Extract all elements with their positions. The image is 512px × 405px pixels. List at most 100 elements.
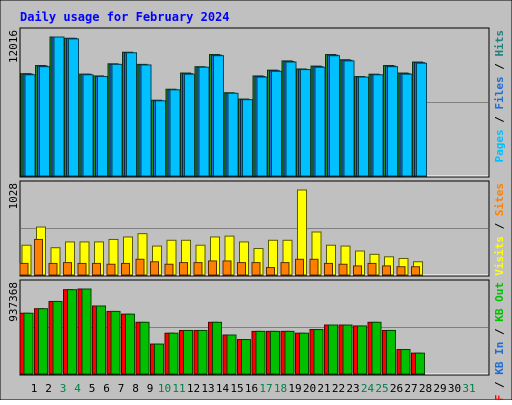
bar-kb-out-day-5 bbox=[81, 288, 92, 375]
legend-part-2: Files bbox=[493, 76, 506, 109]
legend-part-0: Pages bbox=[493, 129, 506, 162]
bar-kb-out-day-14 bbox=[212, 321, 222, 375]
bar-pages-day-11 bbox=[169, 89, 181, 177]
y-max-label: 1028 bbox=[7, 183, 20, 210]
x-tick-label-31: 31 bbox=[462, 382, 475, 395]
x-tick-label-26: 26 bbox=[390, 382, 403, 395]
x-tick-label-11: 11 bbox=[172, 382, 185, 395]
legend-part-3: / bbox=[493, 322, 506, 342]
bar-sites-day-27 bbox=[396, 266, 406, 276]
x-tick-label-3: 3 bbox=[60, 382, 67, 395]
x-tick-label-28: 28 bbox=[419, 382, 432, 395]
bar-sites-day-15 bbox=[222, 260, 232, 276]
legend-part-4: Hits bbox=[493, 30, 506, 57]
bar-pages-day-20 bbox=[300, 69, 311, 177]
panel-legend: KB F / KB In / KB Out bbox=[493, 282, 506, 400]
bar-kb-out-day-9 bbox=[139, 321, 150, 375]
bar-pages-day-27 bbox=[401, 73, 413, 177]
bar-pages-day-13 bbox=[198, 66, 210, 177]
bar-pages-day-4 bbox=[68, 38, 79, 177]
bar-kb-out-day-2 bbox=[38, 308, 48, 375]
bar-sites-day-10 bbox=[150, 261, 159, 276]
bar-pages-day-23 bbox=[343, 60, 355, 177]
x-tick-label-14: 14 bbox=[216, 382, 230, 395]
x-tick-label-13: 13 bbox=[201, 382, 214, 395]
bar-pages-day-8 bbox=[126, 52, 137, 177]
legend-part-0: Visits bbox=[493, 236, 506, 276]
bar-pages-day-18 bbox=[271, 70, 282, 177]
bar-kb-out-day-26 bbox=[386, 329, 396, 375]
bar-kb-out-day-1 bbox=[23, 312, 34, 375]
bar-pages-day-12 bbox=[184, 73, 195, 177]
bar-pages-day-25 bbox=[372, 74, 384, 177]
x-tick-label-18: 18 bbox=[274, 382, 287, 395]
bar-sites-day-8 bbox=[121, 262, 130, 276]
bar-pages-day-17 bbox=[256, 76, 268, 177]
bar-kb-out-day-3 bbox=[52, 300, 63, 375]
bar-sites-day-28 bbox=[411, 266, 420, 276]
bar-sites-day-19 bbox=[280, 262, 290, 276]
bar-pages-day-28 bbox=[416, 62, 427, 177]
x-tick-label-17: 17 bbox=[259, 382, 272, 395]
bar-sites-day-4 bbox=[63, 262, 72, 276]
x-tick-label-25: 25 bbox=[375, 382, 388, 395]
bar-sites-day-6 bbox=[92, 262, 101, 276]
x-tick-label-21: 21 bbox=[317, 382, 330, 395]
legend-part-1: / bbox=[493, 216, 506, 236]
bar-kb-out-day-23 bbox=[342, 324, 353, 375]
bar-pages-day-21 bbox=[314, 66, 326, 177]
bar-pages-day-10 bbox=[155, 100, 166, 177]
bar-sites-day-26 bbox=[382, 265, 391, 276]
bar-pages-day-5 bbox=[82, 74, 94, 177]
x-tick-label-27: 27 bbox=[404, 382, 417, 395]
x-tick-label-4: 4 bbox=[74, 382, 81, 395]
bar-kb-out-day-22 bbox=[328, 324, 338, 375]
bar-sites-day-5 bbox=[77, 262, 87, 276]
bar-kb-out-day-28 bbox=[415, 352, 425, 375]
bar-kb-out-day-11 bbox=[168, 332, 179, 375]
bar-kb-out-day-19 bbox=[284, 330, 295, 375]
bar-sites-day-23 bbox=[338, 263, 348, 276]
chart-panels: 12016 Pages / Files / Hits 1028 Visits / Si… bbox=[7, 27, 506, 405]
bar-kb-out-day-13 bbox=[197, 329, 208, 375]
legend-part-2: Sites bbox=[493, 183, 506, 216]
bar-kb-out-day-6 bbox=[96, 305, 106, 375]
legend-part-4: KB Out bbox=[493, 282, 506, 322]
legend-part-1: / bbox=[493, 110, 506, 130]
x-tick-label-2: 2 bbox=[45, 382, 52, 395]
y-max-label: 937368 bbox=[7, 282, 20, 322]
panel-2: 1028 Visits / Sites bbox=[7, 180, 506, 277]
bar-kb-out-day-24 bbox=[357, 325, 367, 375]
bar-kb-out-day-18 bbox=[270, 330, 280, 375]
x-tick-label-7: 7 bbox=[118, 382, 125, 395]
bar-sites-day-21 bbox=[309, 258, 319, 276]
bar-sites-day-14 bbox=[208, 260, 217, 276]
bar-pages-day-26 bbox=[387, 66, 398, 177]
bar-kb-out-day-27 bbox=[400, 349, 411, 375]
y-max-label: 12016 bbox=[7, 30, 20, 63]
bar-sites-day-11 bbox=[164, 263, 174, 276]
bar-sites-day-16 bbox=[237, 262, 246, 276]
bar-sites-day-2 bbox=[34, 238, 43, 276]
bar-sites-day-25 bbox=[367, 262, 377, 276]
x-tick-label-9: 9 bbox=[147, 382, 154, 395]
bar-kb-out-day-12 bbox=[183, 329, 193, 375]
chart-title: Daily usage for February 2024 bbox=[20, 10, 230, 24]
panel-1: 12016 Pages / Files / Hits bbox=[7, 27, 506, 178]
bar-sites-day-3 bbox=[48, 262, 58, 276]
legend-part-1: / bbox=[493, 375, 506, 395]
x-tick-label-16: 16 bbox=[245, 382, 258, 395]
bar-sites-day-17 bbox=[251, 262, 261, 276]
bar-sites-day-9 bbox=[135, 258, 145, 276]
x-tick-label-12: 12 bbox=[187, 382, 200, 395]
bar-sites-day-13 bbox=[193, 262, 203, 276]
x-tick-label-23: 23 bbox=[346, 382, 359, 395]
bar-pages-day-15 bbox=[227, 92, 239, 177]
bar-pages-day-6 bbox=[97, 76, 108, 177]
bar-kb-out-day-17 bbox=[255, 330, 266, 375]
bar-kb-out-day-15 bbox=[226, 334, 237, 375]
bar-sites-day-22 bbox=[324, 262, 333, 276]
x-tick-label-20: 20 bbox=[303, 382, 316, 395]
bar-sites-day-7 bbox=[106, 263, 116, 276]
